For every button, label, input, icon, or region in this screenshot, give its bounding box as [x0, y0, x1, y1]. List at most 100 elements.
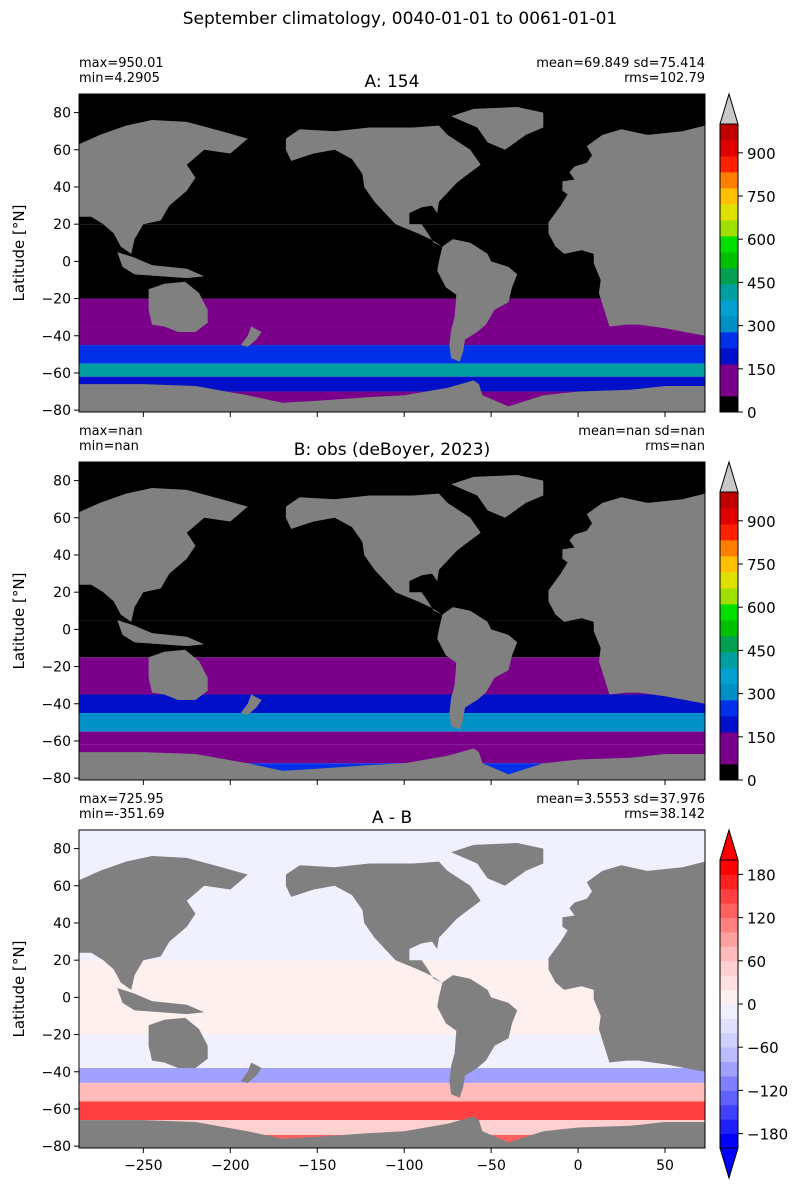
panel-diff-stat-max: max=725.95 — [79, 792, 164, 807]
x-tick-label: −250 — [124, 1158, 162, 1174]
panel-b-stat-min: min=nan — [79, 439, 139, 454]
colorbar-extend-min — [719, 1147, 739, 1180]
y-tick-label: 80 — [53, 842, 71, 858]
panel-diff-plot-area — [79, 830, 705, 1148]
colorbar-tick-label: 600 — [747, 599, 776, 617]
land-north-america — [285, 861, 481, 983]
panel-b-axes-frame — [78, 461, 706, 781]
ocean-band — [79, 1101, 705, 1121]
colorbar-segment — [720, 700, 738, 717]
land-antarctica — [79, 748, 705, 780]
panel-diff-stat-min: min=-351.69 — [79, 807, 165, 822]
ocean-band — [79, 363, 705, 377]
panel-b-title: B: obs (deBoyer, 2023) — [294, 440, 490, 460]
y-tick-label: −80 — [41, 771, 71, 787]
y-tick-label: 60 — [53, 511, 71, 527]
panel-diff-title: A - B — [372, 808, 412, 828]
colorbar-segment — [720, 932, 738, 947]
x-tick-label: −150 — [298, 1158, 336, 1174]
land-indonesia — [117, 252, 205, 279]
land-antarctica — [79, 1116, 705, 1148]
land-africa-eurasia — [548, 861, 705, 1072]
land-new-zealand — [240, 694, 262, 715]
colorbar-tick-label: 750 — [747, 556, 776, 574]
land-new-zealand — [240, 1062, 262, 1083]
colorbar-segment — [720, 1032, 738, 1048]
ocean-band — [79, 713, 705, 732]
panel-diff-x-axis: −250 −200 −150 −100 −50 0 50 — [124, 1148, 674, 1174]
land-africa-eurasia — [548, 125, 705, 336]
y-tick-label: −40 — [41, 329, 71, 345]
colorbar-segment — [720, 652, 738, 669]
x-tick-label: 50 — [656, 1158, 674, 1174]
colorbar-segment — [720, 668, 738, 685]
y-tick-label: 0 — [62, 254, 71, 270]
panel-b-y-axis: −80 −60 −40 −20 0 20 40 60 80 — [41, 474, 79, 787]
x-tick-label: 0 — [574, 1158, 583, 1174]
land-greenland — [451, 475, 544, 518]
colorbar-tick-label: 0 — [747, 996, 757, 1014]
panel-diff-ylabel: Latitude [°N] — [10, 941, 28, 1038]
panel-a-stat-rms: rms=102.79 — [624, 71, 705, 86]
colorbar-segment — [720, 188, 738, 205]
ocean-band — [79, 731, 705, 745]
land-greenland — [451, 843, 544, 886]
colorbar-segment — [720, 572, 738, 589]
colorbar-segment — [720, 636, 738, 653]
colorbar-segment — [720, 989, 738, 1005]
colorbar-segment — [720, 268, 738, 285]
y-tick-label: −20 — [41, 660, 71, 676]
y-tick-label: 20 — [53, 585, 71, 601]
colorbar-segment — [720, 380, 738, 397]
panel-diff-stat-mean-sd: mean=3.5553 sd=37.976 — [536, 792, 705, 807]
colorbar-segment — [720, 620, 738, 637]
y-tick-label: 40 — [53, 916, 71, 932]
panel-diff-y-axis: −80 −60 −40 −20 0 20 40 60 80 — [41, 842, 79, 1155]
y-tick-label: 40 — [53, 180, 71, 196]
panel-a-colorbar: 0 150 300 450 600 750 900 — [719, 92, 776, 422]
colorbar-segment — [720, 316, 738, 333]
colorbar-segment — [720, 364, 738, 381]
colorbar-segment — [720, 508, 738, 525]
colorbar-tick-label: 180 — [747, 866, 776, 884]
land-new-zealand — [240, 326, 262, 347]
y-tick-label: −80 — [41, 403, 71, 419]
y-tick-label: 20 — [53, 217, 71, 233]
y-tick-label: −40 — [41, 1065, 71, 1081]
colorbar-segment — [720, 684, 738, 701]
colorbar-tick-label: 300 — [747, 686, 776, 704]
colorbar-tick-label: 0 — [747, 772, 757, 790]
land-indonesia — [117, 620, 205, 647]
land-north-america — [285, 125, 481, 247]
ocean-band — [79, 1082, 705, 1102]
land-africa-eurasia — [548, 493, 705, 704]
colorbar-segment — [720, 396, 738, 413]
colorbar-segment — [720, 960, 738, 976]
y-tick-label: 0 — [62, 990, 71, 1006]
panel-a-title: A: 154 — [365, 72, 420, 92]
colorbar-segment — [720, 903, 738, 918]
colorbar-frame — [719, 491, 739, 781]
figure-suptitle: September climatology, 0040-01-01 to 006… — [183, 9, 617, 29]
panel-b-stat-max: max=nan — [79, 424, 143, 439]
colorbar-tick-label: 300 — [747, 318, 776, 336]
panel-diff-colorbar: −180 −120 −60 0 60 120 180 — [719, 828, 788, 1180]
colorbar-segment — [720, 252, 738, 269]
land-asia-east — [79, 856, 248, 990]
colorbar-tick-label: 150 — [747, 361, 776, 379]
colorbar-segment — [720, 604, 738, 621]
panel-diff-stat-rms: rms=38.142 — [624, 807, 705, 822]
land-north-america — [285, 493, 481, 615]
ocean-band — [79, 744, 705, 764]
panel-b-plot-area — [79, 462, 705, 780]
colorbar-segment — [720, 1076, 738, 1091]
ocean-band — [79, 345, 705, 364]
colorbar-segment — [720, 1061, 738, 1077]
colorbar-segment — [720, 1090, 738, 1106]
panel-b: B: obs (deBoyer, 2023) max=nan min=nan m… — [10, 424, 776, 790]
colorbar-segment — [720, 332, 738, 349]
colorbar-tick-label: 120 — [747, 910, 776, 928]
colorbar-extend-max — [719, 460, 739, 493]
colorbar-tick-label: 600 — [747, 231, 776, 249]
colorbar-segment — [720, 874, 738, 890]
